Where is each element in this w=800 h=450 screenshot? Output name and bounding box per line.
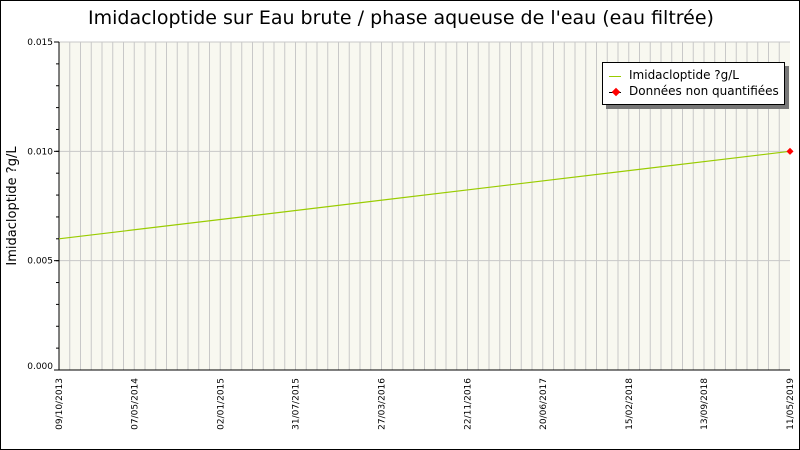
x-tick-label: 13/09/2018 — [700, 378, 710, 430]
legend: Imidacloptide ?g/L Données non quantifié… — [602, 62, 785, 105]
x-tick-label: 31/07/2015 — [292, 378, 302, 430]
x-tick-label: 27/03/2016 — [378, 378, 388, 430]
series-line — [58, 150, 791, 240]
x-tick-label: 15/02/2018 — [625, 378, 635, 430]
legend-marker-nq — [611, 87, 621, 97]
x-tick-label: 02/01/2015 — [216, 378, 226, 430]
x-tick-label: 22/11/2016 — [464, 378, 474, 430]
x-tick-label: 20/06/2017 — [539, 378, 549, 430]
x-tick-label: 09/10/2013 — [55, 378, 65, 430]
legend-label-series: Imidacloptide ?g/L — [629, 68, 739, 82]
data-point-nq — [786, 147, 794, 155]
y-tick-label: 0.000 — [27, 362, 53, 372]
legend-label-nq: Données non quantifiées — [629, 84, 779, 98]
y-tick-label: 0.015 — [27, 38, 53, 48]
chart-title: Imidacloptide sur Eau brute / phase aque… — [88, 7, 714, 29]
y-axis-label: Imidacloptide ?g/L — [5, 146, 20, 266]
x-tick-label: 07/05/2014 — [130, 378, 140, 430]
y-tick-label: 0.005 — [27, 257, 53, 267]
x-tick-label: 11/05/2019 — [786, 378, 796, 430]
y-tick-label: 0.010 — [27, 147, 53, 157]
legend-swatch-series — [609, 76, 621, 77]
